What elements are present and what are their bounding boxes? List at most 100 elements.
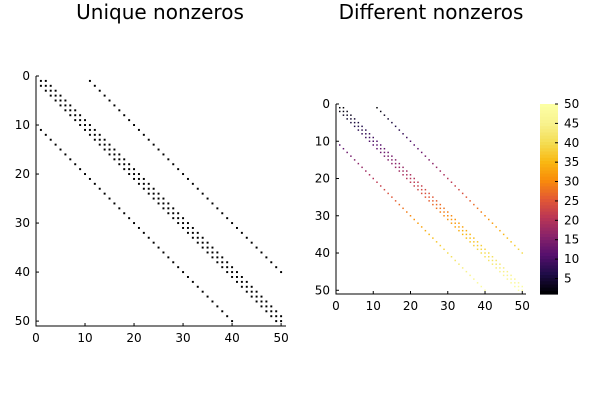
x-tick-label: 10 — [77, 331, 92, 345]
y-tick-label: 0 — [22, 69, 30, 83]
colorbar-band — [540, 268, 558, 273]
nonzero-marker — [88, 133, 91, 136]
nonzero-marker — [167, 256, 170, 259]
nonzero-marker — [387, 155, 389, 157]
y-tick-label: 50 — [15, 314, 30, 328]
nonzero-marker — [376, 144, 378, 146]
nonzero-marker — [275, 266, 278, 269]
nonzero-marker — [424, 155, 427, 157]
nonzero-marker — [206, 241, 209, 244]
nonzero-marker — [226, 266, 229, 269]
nonzero-marker — [231, 222, 234, 225]
nonzero-marker — [499, 229, 501, 232]
nonzero-marker — [424, 196, 427, 198]
nonzero-marker — [454, 226, 456, 228]
nonzero-marker — [450, 215, 453, 217]
colorbar-band — [540, 129, 558, 134]
nonzero-marker — [417, 147, 419, 150]
nonzero-marker — [458, 226, 460, 228]
nonzero-marker — [465, 233, 468, 236]
nonzero-marker — [231, 266, 234, 269]
nonzero-marker — [260, 295, 263, 298]
nonzero-marker — [177, 212, 180, 215]
nonzero-marker — [480, 285, 483, 288]
nonzero-marker — [491, 259, 494, 262]
nonzero-marker — [469, 237, 471, 239]
colorbar-band — [540, 170, 558, 175]
nonzero-marker — [44, 89, 47, 92]
nonzero-marker — [394, 166, 397, 169]
nonzero-marker — [465, 229, 468, 232]
nonzero-marker — [152, 241, 155, 244]
nonzero-marker — [74, 109, 77, 112]
nonzero-marker — [394, 200, 397, 202]
nonzero-marker — [473, 203, 475, 206]
colorbar-tick-label: 15 — [564, 233, 579, 247]
y-tick-label: 10 — [315, 134, 330, 148]
nonzero-marker — [69, 109, 72, 112]
nonzero-marker — [447, 252, 449, 254]
nonzero-marker — [443, 215, 445, 217]
nonzero-marker — [133, 177, 136, 180]
nonzero-marker — [137, 182, 140, 185]
nonzero-marker — [113, 158, 116, 161]
nonzero-marker — [521, 252, 524, 254]
nonzero-marker — [231, 271, 234, 274]
nonzero-marker — [435, 241, 438, 243]
nonzero-marker — [211, 246, 214, 249]
nonzero-marker — [473, 244, 475, 247]
nonzero-marker — [383, 155, 386, 157]
nonzero-marker — [465, 237, 468, 239]
nonzero-marker — [177, 217, 180, 220]
nonzero-marker — [432, 203, 434, 206]
axis-frame — [35, 76, 286, 327]
nonzero-marker — [226, 315, 229, 318]
nonzero-marker — [473, 278, 475, 280]
colorbar-band — [540, 138, 558, 143]
nonzero-marker — [142, 133, 145, 136]
nonzero-marker — [113, 202, 116, 205]
nonzero-marker — [402, 133, 404, 135]
y-tick-label: 40 — [15, 265, 30, 279]
nonzero-marker — [231, 320, 234, 323]
nonzero-marker — [172, 217, 175, 220]
nonzero-marker — [514, 278, 516, 280]
nonzero-marker — [270, 261, 273, 264]
nonzero-marker — [372, 136, 374, 139]
nonzero-marker — [182, 222, 185, 225]
nonzero-marker — [420, 192, 423, 195]
colorbar-band — [540, 249, 558, 254]
nonzero-marker — [186, 177, 189, 180]
nonzero-marker — [424, 229, 427, 232]
nonzero-marker — [182, 173, 185, 176]
colorbar-band — [540, 199, 558, 203]
nonzero-marker — [454, 222, 456, 224]
nonzero-marker — [417, 185, 419, 187]
nonzero-marker — [270, 305, 273, 308]
colorbar-band — [540, 227, 558, 232]
nonzero-marker — [98, 143, 101, 146]
nonzero-marker — [206, 295, 209, 298]
nonzero-marker — [365, 170, 367, 172]
nonzero-marker — [167, 202, 170, 205]
nonzero-marker — [162, 207, 165, 210]
nonzero-marker — [379, 151, 382, 154]
nonzero-marker — [413, 177, 415, 180]
nonzero-marker — [361, 133, 363, 135]
nonzero-marker — [147, 138, 150, 141]
nonzero-marker — [350, 121, 352, 124]
nonzero-marker — [365, 133, 367, 135]
nonzero-marker — [432, 162, 434, 165]
nonzero-marker — [221, 266, 224, 269]
nonzero-marker — [394, 125, 397, 128]
nonzero-marker — [128, 173, 131, 176]
nonzero-marker — [88, 177, 91, 180]
nonzero-marker — [406, 177, 408, 180]
nonzero-marker — [108, 153, 111, 156]
nonzero-marker — [84, 124, 86, 126]
nonzero-marker — [391, 121, 393, 124]
colorbar-band — [540, 132, 558, 137]
colorbar-band — [540, 180, 558, 184]
nonzero-marker — [265, 300, 268, 303]
